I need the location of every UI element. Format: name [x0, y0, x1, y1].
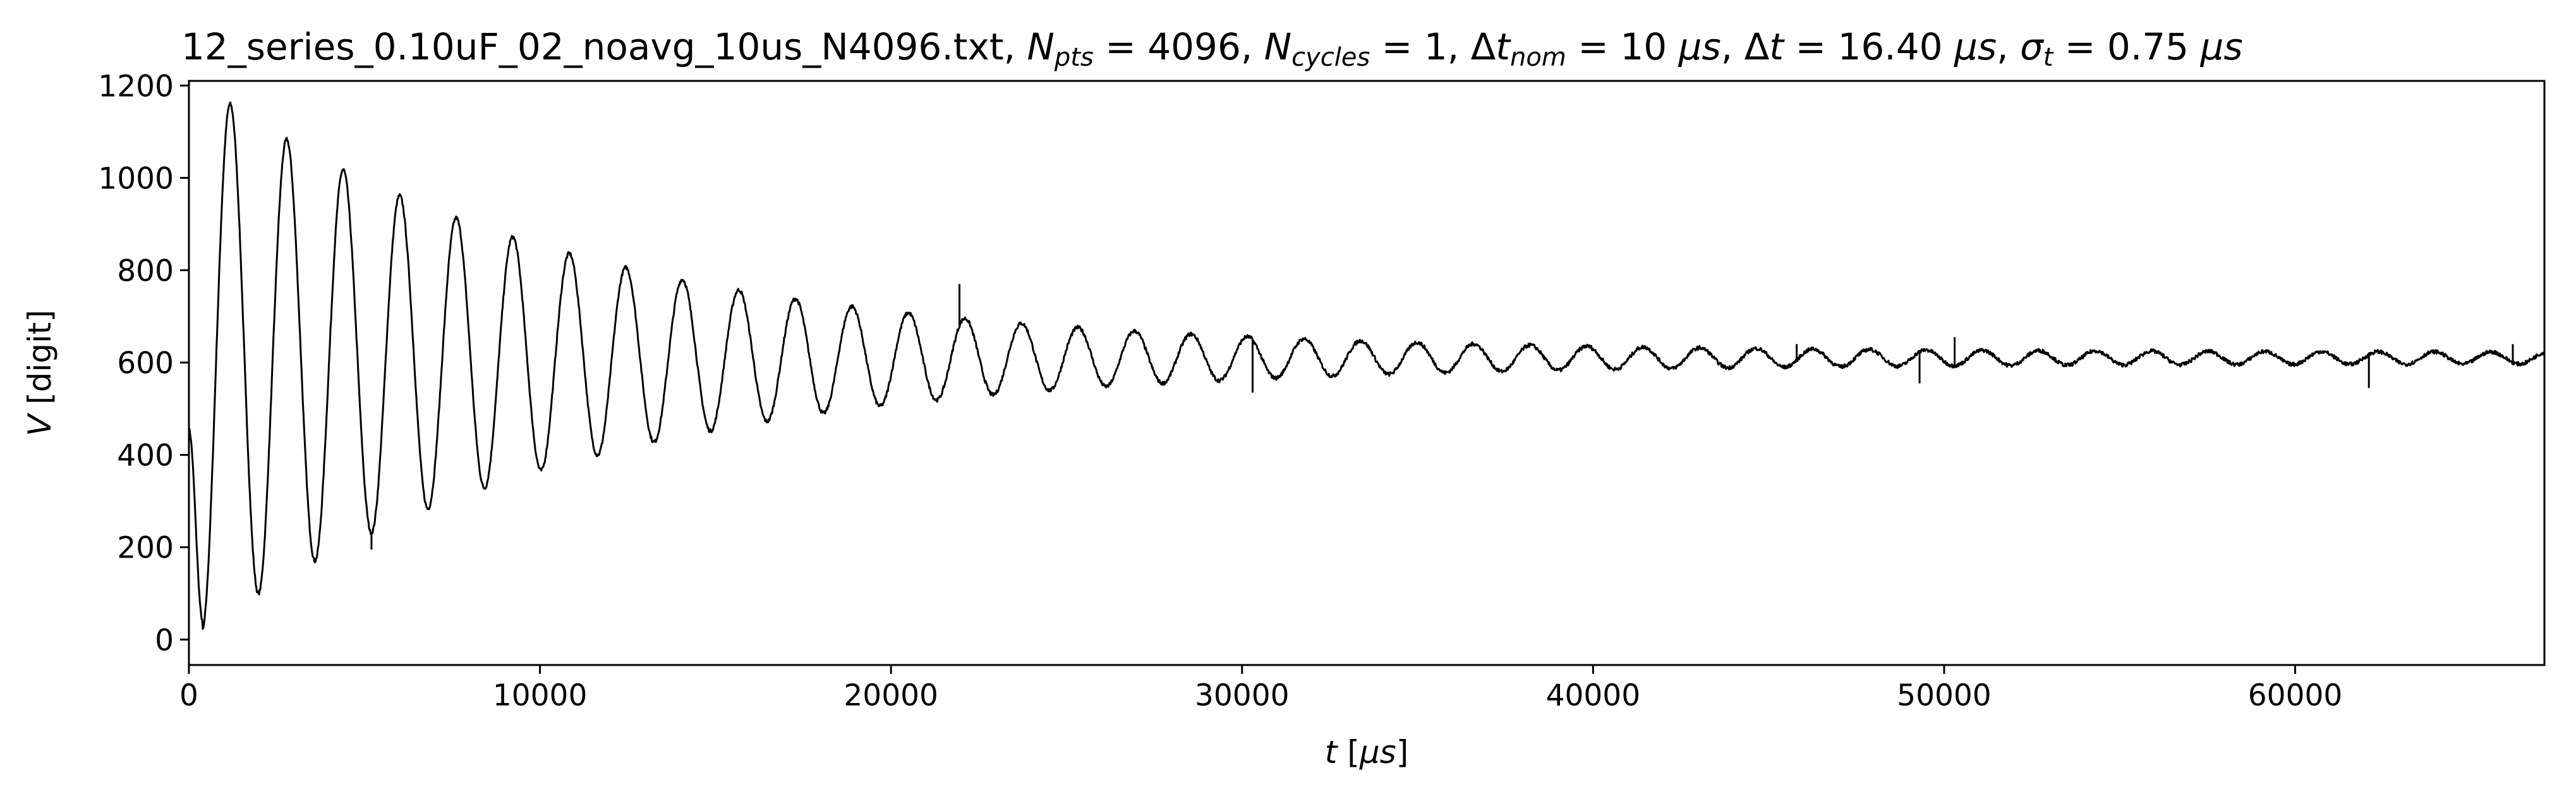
x-tick-label: 0 [179, 678, 198, 713]
y-axis: 0 200 400 600 800 1000 1200 [98, 69, 189, 658]
title-unit: μs [2200, 25, 2243, 68]
y-tick-label: 600 [117, 346, 174, 381]
title-dt: 16.40 [1838, 25, 1943, 68]
y-tick-label: 0 [155, 623, 174, 658]
title-unit: μs [1954, 25, 1997, 68]
y-tick-label: 1000 [98, 161, 174, 196]
title-dtnom: 10 [1620, 25, 1667, 68]
x-tick-label: 50000 [1897, 678, 1992, 713]
title-unit: μs [1678, 25, 1721, 68]
y-axis-label: V [digit] [21, 310, 58, 436]
y-tick-label: 800 [117, 253, 174, 288]
spike-group [370, 284, 2514, 550]
plot-frame [188, 80, 2546, 666]
x-tick-label: 20000 [844, 678, 938, 713]
x-tick-label: 30000 [1195, 678, 1290, 713]
y-tick-label: 1200 [98, 69, 174, 104]
title-ncycles: 1 [1424, 25, 1448, 68]
x-tick-label: 10000 [493, 678, 588, 713]
y-tick-label: 400 [117, 439, 174, 473]
x-tick-label: 60000 [2248, 678, 2343, 713]
y-tick-label: 200 [117, 531, 174, 566]
title-npts: 4096 [1147, 25, 1241, 68]
signal-series-line [189, 101, 2544, 630]
x-axis: 0 10000 20000 30000 40000 50000 60000 [179, 665, 2342, 713]
x-tick-label: 40000 [1546, 678, 1641, 713]
title-sigmat: 0.75 [2107, 25, 2189, 68]
x-axis-label: t [μs] [1325, 734, 1408, 771]
chart-title: 12_series_0.10uF_02_noavg_10us_N4096.txt… [181, 25, 2243, 72]
title-file: 12_series_0.10uF_02_noavg_10us_N4096.txt [181, 25, 1004, 68]
